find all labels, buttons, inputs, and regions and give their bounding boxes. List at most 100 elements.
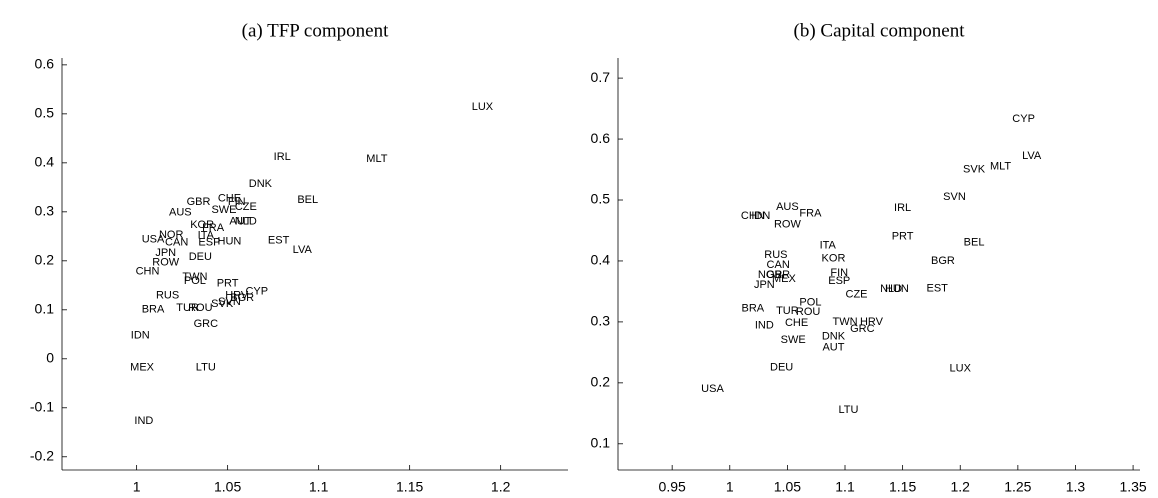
point-label: CHE bbox=[785, 317, 808, 329]
point-label: AUS bbox=[169, 207, 192, 219]
point-label: TUR bbox=[776, 305, 799, 317]
point-label: CAN bbox=[767, 259, 790, 271]
point-label: LTU bbox=[196, 362, 216, 374]
point-label: GRC bbox=[194, 318, 219, 330]
point-label: DNK bbox=[822, 330, 846, 342]
point-label: NLD bbox=[235, 216, 257, 228]
point-label: JPN bbox=[155, 247, 176, 259]
point-label: IRL bbox=[274, 151, 291, 163]
point-label: CZE bbox=[235, 201, 257, 213]
x-tick-label: 1.1 bbox=[309, 479, 329, 495]
point-label: MLT bbox=[990, 160, 1011, 172]
y-tick-label: 0.1 bbox=[591, 434, 611, 450]
point-label: IND bbox=[755, 319, 774, 331]
point-label: CHE bbox=[218, 193, 241, 205]
point-label: HUN bbox=[218, 236, 242, 248]
point-label: ROU bbox=[188, 302, 213, 314]
point-label: ITA bbox=[198, 230, 215, 242]
x-tick-label: 1.05 bbox=[214, 479, 241, 495]
point-label: POL bbox=[799, 296, 821, 308]
point-label: NLD bbox=[880, 283, 902, 295]
x-tick-label: 1.2 bbox=[951, 479, 971, 495]
point-label: NOR bbox=[159, 229, 184, 241]
point-label: JPN bbox=[754, 279, 775, 291]
point-label: ESP bbox=[198, 237, 220, 249]
point-label: BEL bbox=[297, 194, 318, 206]
point-label: PRT bbox=[892, 230, 914, 242]
y-tick-label: 0.4 bbox=[591, 252, 611, 268]
point-label: LUX bbox=[950, 363, 972, 375]
point-label: FIN bbox=[228, 196, 246, 208]
point-label: IRL bbox=[894, 202, 911, 214]
point-label: GBR bbox=[187, 196, 211, 208]
point-label: FRA bbox=[202, 222, 225, 234]
point-label: CHN bbox=[136, 265, 160, 277]
point-label: HRV bbox=[225, 290, 249, 302]
point-label: ROW bbox=[774, 218, 802, 230]
x-tick-label: 1.35 bbox=[1119, 479, 1146, 495]
point-label: USA bbox=[142, 234, 165, 246]
point-label: LUX bbox=[472, 101, 494, 113]
point-label: POL bbox=[184, 275, 206, 287]
point-label: SWE bbox=[781, 334, 806, 346]
point-label: GBR bbox=[766, 269, 790, 281]
point-label: ITA bbox=[820, 240, 837, 252]
y-tick-label: 0.2 bbox=[591, 374, 611, 390]
point-label: CYP bbox=[1012, 113, 1035, 125]
point-label: KOR bbox=[822, 252, 846, 264]
x-tick-label: 1.25 bbox=[1004, 479, 1031, 495]
chart-title: (a) TFP component bbox=[242, 20, 389, 41]
point-label: SVN bbox=[943, 191, 966, 203]
point-label: MEX bbox=[772, 273, 797, 285]
x-tick-label: 1.1 bbox=[835, 479, 855, 495]
point-label: DEU bbox=[189, 251, 212, 263]
y-tick-label: 0.4 bbox=[35, 154, 55, 170]
point-label: KOR bbox=[190, 219, 214, 231]
point-label: LTU bbox=[838, 404, 858, 416]
y-tick-label: 0.3 bbox=[35, 203, 55, 219]
point-label: BRA bbox=[742, 302, 765, 314]
point-label: DEU bbox=[770, 362, 793, 374]
point-label: BGR bbox=[931, 255, 955, 267]
point-label: TWN bbox=[832, 316, 857, 328]
point-label: ESP bbox=[828, 275, 850, 287]
point-label: FIN bbox=[830, 267, 848, 279]
point-label: MLT bbox=[366, 153, 387, 165]
point-label: IDN bbox=[131, 330, 150, 342]
point-label: GRC bbox=[850, 323, 875, 335]
point-label: HRV bbox=[860, 316, 884, 328]
point-label: TUR bbox=[176, 302, 199, 314]
x-tick-label: 0.95 bbox=[659, 479, 686, 495]
y-tick-label: 0.6 bbox=[35, 56, 55, 72]
point-label: AUS bbox=[776, 201, 799, 213]
point-label: BGR bbox=[230, 292, 254, 304]
point-label: SVK bbox=[211, 298, 234, 310]
point-label: CYP bbox=[245, 286, 268, 298]
point-label: ROW bbox=[152, 257, 180, 269]
y-tick-label: -0.2 bbox=[30, 447, 54, 463]
point-label: SVK bbox=[963, 163, 986, 175]
point-label: EST bbox=[268, 235, 290, 247]
y-tick-label: 0.7 bbox=[591, 69, 611, 85]
point-label: IND bbox=[134, 415, 153, 427]
point-label: NOR bbox=[758, 269, 783, 281]
x-tick-label: 1.05 bbox=[774, 479, 801, 495]
y-tick-label: 0.3 bbox=[591, 313, 611, 329]
point-label: LVA bbox=[293, 244, 313, 256]
chart-title: (b) Capital component bbox=[794, 20, 966, 41]
point-label: RUS bbox=[156, 290, 179, 302]
point-label: HUN bbox=[885, 283, 909, 295]
point-label: SWE bbox=[211, 204, 236, 216]
point-label: RUS bbox=[764, 249, 787, 261]
x-tick-label: 1.15 bbox=[889, 479, 916, 495]
x-tick-label: 1.15 bbox=[396, 479, 423, 495]
point-label: TWN bbox=[182, 271, 207, 283]
point-label: PRT bbox=[217, 278, 239, 290]
y-tick-label: 0.2 bbox=[35, 252, 55, 268]
point-label: EST bbox=[926, 282, 948, 294]
y-tick-label: 0.5 bbox=[591, 191, 611, 207]
point-label: FRA bbox=[799, 207, 822, 219]
point-label: BRA bbox=[142, 304, 165, 316]
y-tick-label: 0.5 bbox=[35, 105, 55, 121]
